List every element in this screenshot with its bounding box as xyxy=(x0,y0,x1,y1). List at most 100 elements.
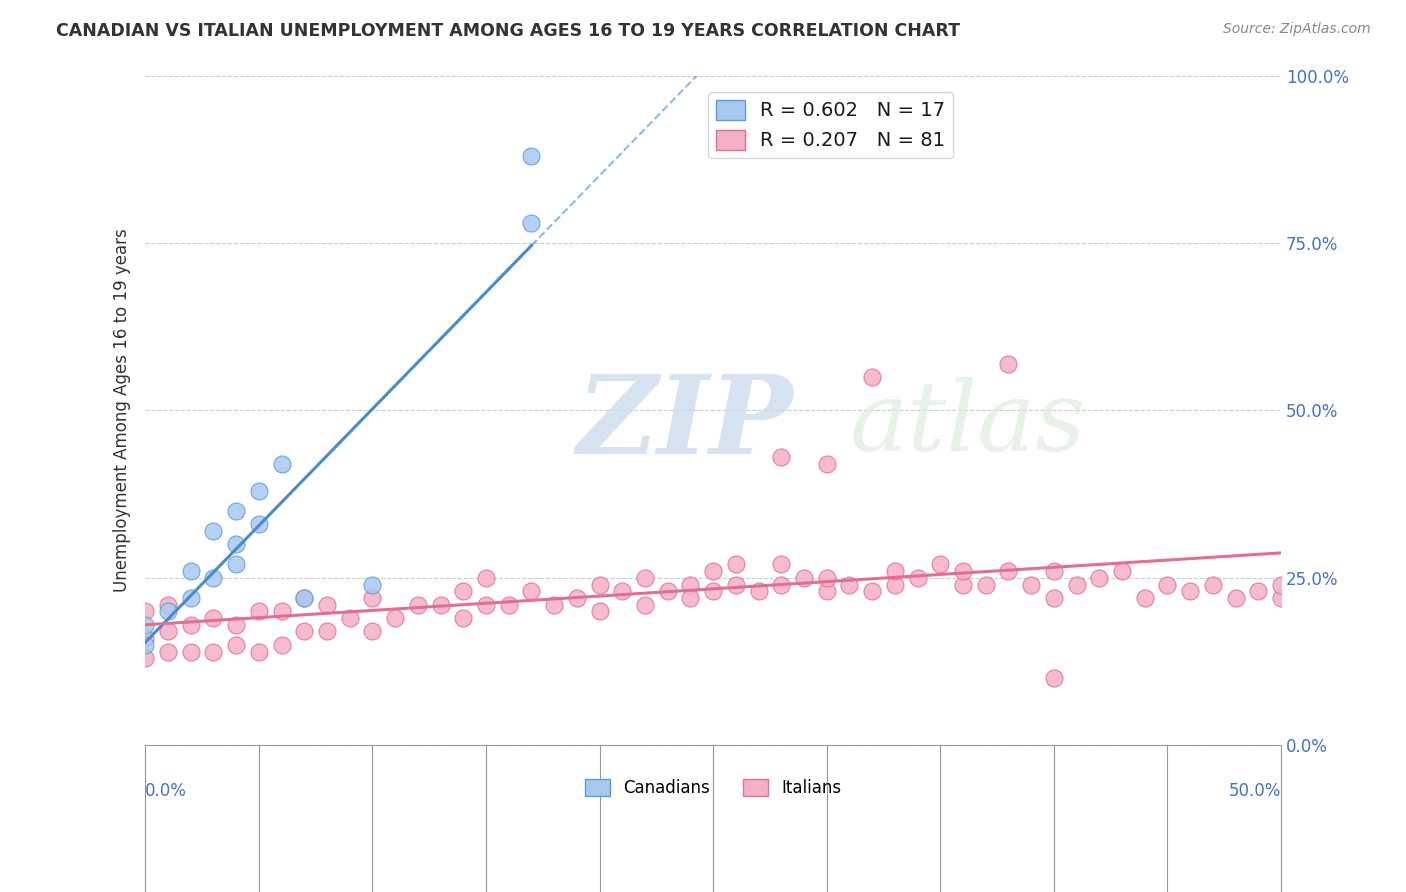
Point xyxy=(270,638,292,652)
Point xyxy=(1043,564,1066,578)
Point xyxy=(520,584,543,599)
Point xyxy=(634,571,657,585)
Point xyxy=(657,584,679,599)
Point xyxy=(292,624,315,639)
Point xyxy=(361,624,384,639)
Point xyxy=(565,591,588,605)
Point xyxy=(588,577,610,591)
Point xyxy=(770,577,793,591)
Point xyxy=(838,577,860,591)
Point xyxy=(724,558,747,572)
Point xyxy=(225,558,247,572)
Point xyxy=(952,577,974,591)
Point xyxy=(815,571,838,585)
Point xyxy=(815,457,838,471)
Point xyxy=(180,564,202,578)
Point xyxy=(225,504,247,518)
Point xyxy=(748,584,770,599)
Point xyxy=(883,564,905,578)
Point xyxy=(543,598,565,612)
Point xyxy=(702,584,724,599)
Point xyxy=(225,638,247,652)
Point xyxy=(202,611,225,625)
Point xyxy=(475,571,498,585)
Point xyxy=(180,591,202,605)
Point xyxy=(907,571,929,585)
Point xyxy=(180,644,202,658)
Point xyxy=(612,584,634,599)
Point xyxy=(180,617,202,632)
Point xyxy=(679,591,702,605)
Point xyxy=(1019,577,1042,591)
Point xyxy=(1133,591,1156,605)
Point xyxy=(770,450,793,465)
Text: atlas: atlas xyxy=(849,376,1085,471)
Point xyxy=(1202,577,1225,591)
Point xyxy=(770,558,793,572)
Point xyxy=(498,598,520,612)
Point xyxy=(997,564,1019,578)
Point xyxy=(588,604,610,618)
Point xyxy=(793,571,815,585)
Point xyxy=(1178,584,1201,599)
Point xyxy=(157,604,180,618)
Point xyxy=(361,591,384,605)
Point xyxy=(406,598,429,612)
Point xyxy=(157,644,180,658)
Point xyxy=(453,611,475,625)
Point xyxy=(247,604,270,618)
Point xyxy=(202,524,225,538)
Point xyxy=(475,598,498,612)
Text: CANADIAN VS ITALIAN UNEMPLOYMENT AMONG AGES 16 TO 19 YEARS CORRELATION CHART: CANADIAN VS ITALIAN UNEMPLOYMENT AMONG A… xyxy=(56,22,960,40)
Point xyxy=(815,584,838,599)
Point xyxy=(134,651,156,665)
Point xyxy=(860,370,883,384)
Point xyxy=(157,598,180,612)
Point xyxy=(952,564,974,578)
Point xyxy=(247,517,270,532)
Point xyxy=(134,617,156,632)
Point xyxy=(929,558,952,572)
Point xyxy=(202,571,225,585)
Point xyxy=(702,564,724,578)
Legend: Canadians, Italians: Canadians, Italians xyxy=(578,772,848,804)
Point xyxy=(1043,671,1066,685)
Point xyxy=(270,604,292,618)
Point xyxy=(634,598,657,612)
Point xyxy=(225,537,247,551)
Text: 0.0%: 0.0% xyxy=(145,782,187,800)
Point xyxy=(292,591,315,605)
Point xyxy=(134,638,156,652)
Text: 50.0%: 50.0% xyxy=(1229,782,1281,800)
Point xyxy=(225,617,247,632)
Point xyxy=(134,604,156,618)
Point xyxy=(453,584,475,599)
Point xyxy=(520,216,543,230)
Point xyxy=(1247,584,1270,599)
Point xyxy=(1270,591,1292,605)
Point xyxy=(974,577,997,591)
Point xyxy=(997,357,1019,371)
Point xyxy=(520,149,543,163)
Point xyxy=(361,577,384,591)
Point xyxy=(679,577,702,591)
Point xyxy=(157,624,180,639)
Point xyxy=(384,611,406,625)
Point xyxy=(429,598,451,612)
Point xyxy=(339,611,361,625)
Point xyxy=(270,457,292,471)
Point xyxy=(247,483,270,498)
Text: Source: ZipAtlas.com: Source: ZipAtlas.com xyxy=(1223,22,1371,37)
Point xyxy=(883,577,905,591)
Y-axis label: Unemployment Among Ages 16 to 19 years: Unemployment Among Ages 16 to 19 years xyxy=(114,228,131,592)
Text: ZIP: ZIP xyxy=(576,370,793,477)
Point xyxy=(247,644,270,658)
Point xyxy=(1043,591,1066,605)
Point xyxy=(1270,577,1292,591)
Point xyxy=(1225,591,1247,605)
Point xyxy=(860,584,883,599)
Point xyxy=(316,624,339,639)
Point xyxy=(724,577,747,591)
Point xyxy=(134,631,156,645)
Point xyxy=(1088,571,1111,585)
